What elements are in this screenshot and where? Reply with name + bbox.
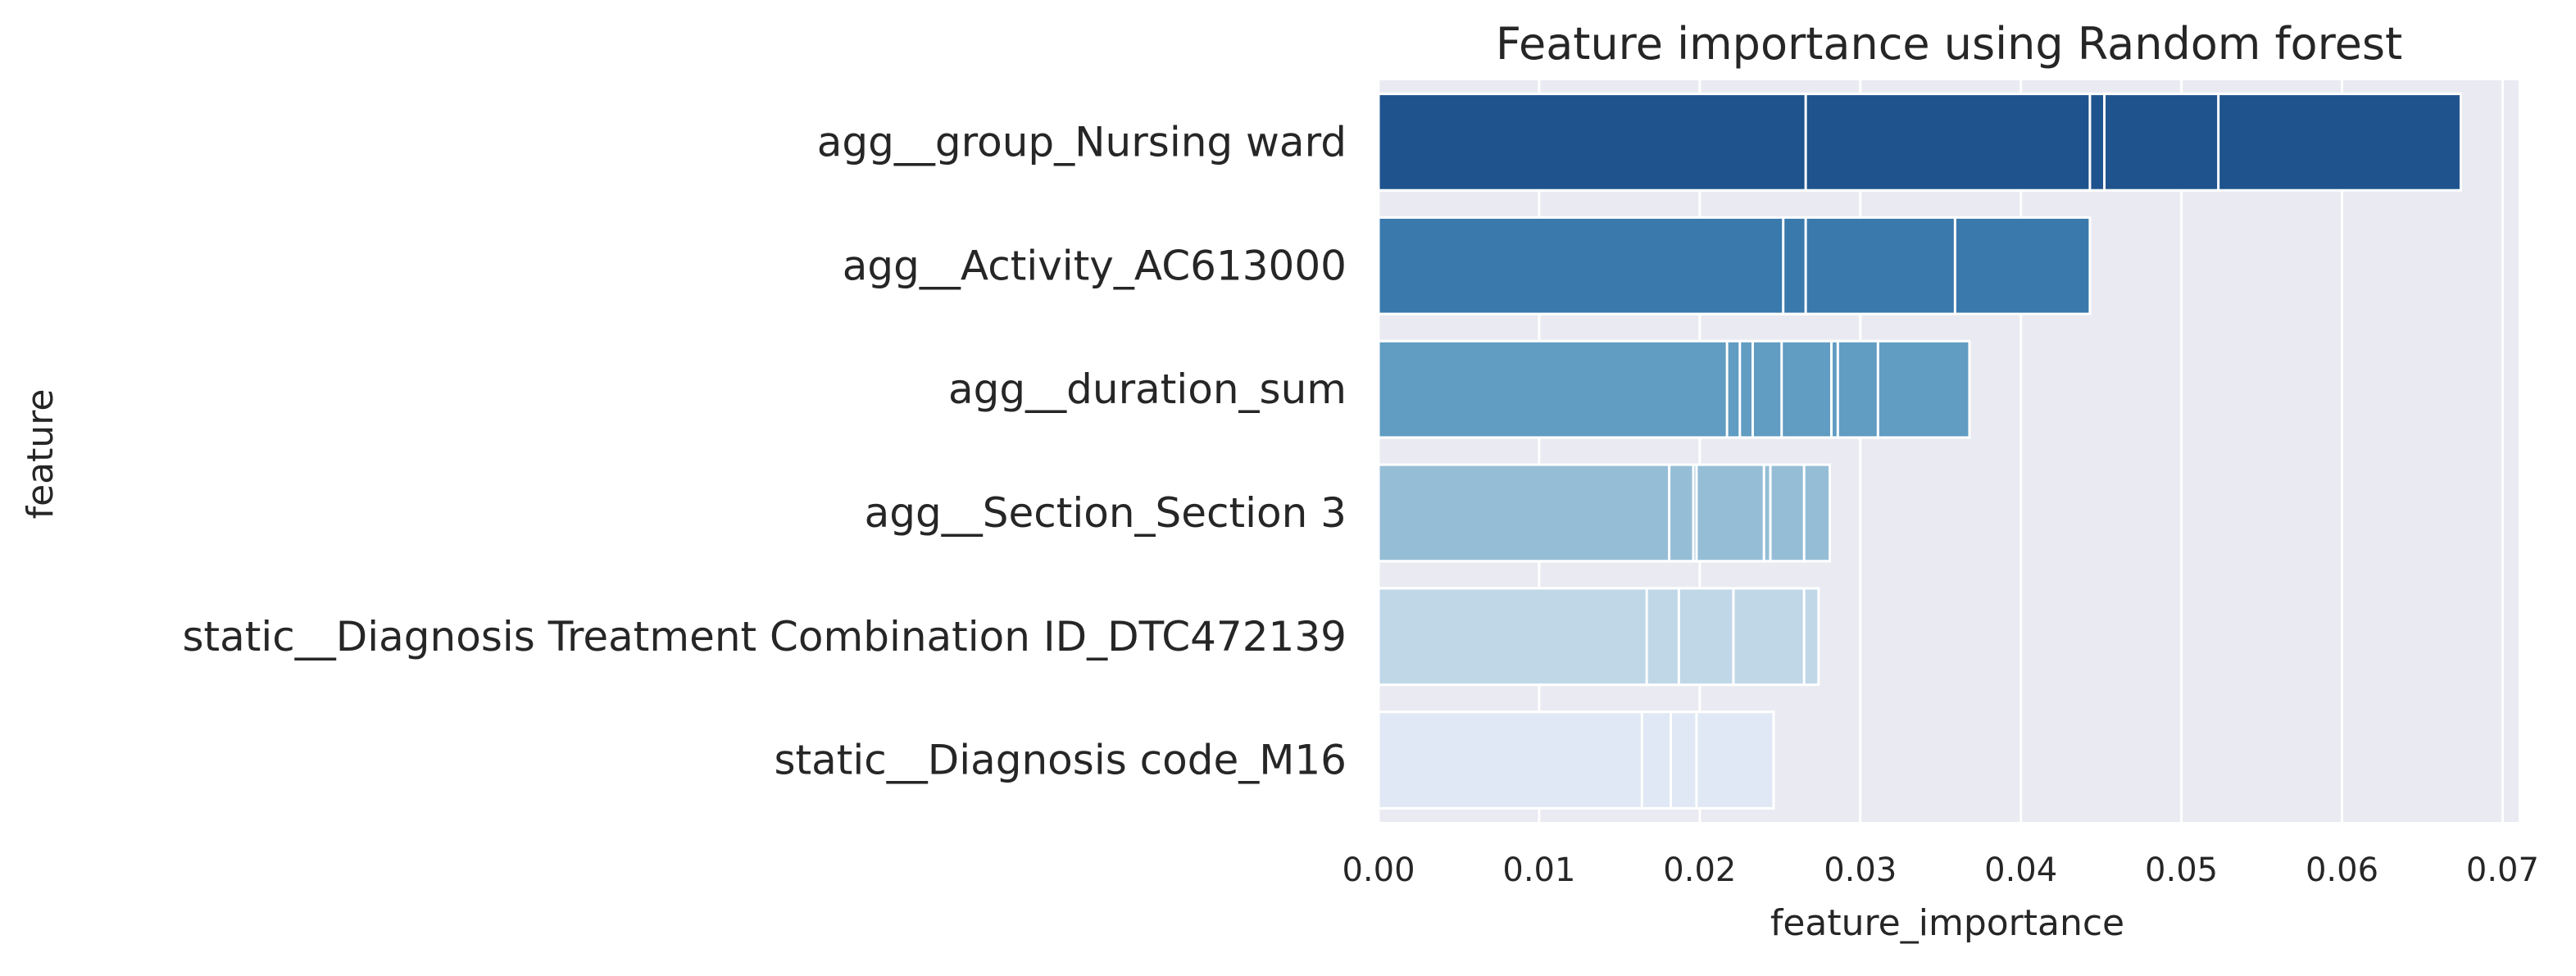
y-axis-label: feature — [20, 389, 61, 520]
x-tick-label: 0.06 — [2306, 851, 2378, 889]
grid-layer — [1377, 80, 2504, 822]
y-tick-label: agg__Activity_AC613000 — [843, 242, 1347, 289]
bar-1-3 — [1377, 216, 1785, 315]
plot-background — [1379, 80, 2519, 822]
y-tick-label: agg__group_Nursing ward — [817, 118, 1347, 166]
bars-layer — [1377, 93, 2462, 810]
x-tick-label: 0.00 — [1342, 851, 1415, 889]
x-tick-label: 0.01 — [1502, 851, 1575, 889]
x-axis-label: feature_importance — [1770, 902, 2124, 944]
y-tick-label: agg__Section_Section 3 — [865, 489, 1347, 537]
bar-2-7 — [1377, 339, 1729, 439]
chart-title: Feature importance using Random forest — [1496, 18, 2402, 70]
x-tick-label: 0.05 — [2145, 851, 2218, 889]
bar-3-6 — [1377, 463, 1671, 563]
y-tick-label: static__Diagnosis Treatment Combination … — [182, 613, 1347, 661]
y-tick-label: agg__duration_sum — [948, 365, 1347, 413]
x-tick-label: 0.04 — [1984, 851, 2057, 889]
x-tick-label: 0.02 — [1663, 851, 1736, 889]
x-tick-label: 0.03 — [1824, 851, 1897, 889]
x-tick-label: 0.07 — [2466, 851, 2539, 889]
bar-0-4 — [1377, 93, 1807, 192]
bar-5-3 — [1377, 710, 1643, 810]
bar-4-4 — [1377, 587, 1648, 687]
y-tick-label: static__Diagnosis code_M16 — [774, 737, 1347, 784]
x-tick-labels: 0.00 0.01 0.02 0.03 0.04 0.05 0.06 0.07 — [1342, 851, 2538, 889]
y-tick-labels: agg__group_Nursing ward agg__Activity_AC6… — [182, 118, 1347, 783]
